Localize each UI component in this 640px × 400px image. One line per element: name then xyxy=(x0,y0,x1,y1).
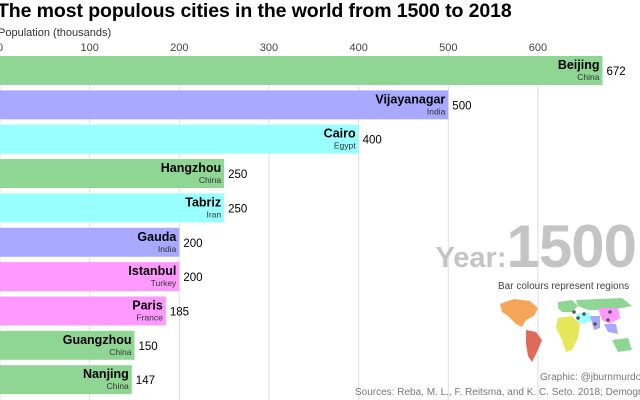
map-east-asia xyxy=(598,308,620,324)
bar-tabriz xyxy=(0,193,225,223)
source-note: Sources: Reba, M. L., F. Reitsma, and K.… xyxy=(355,387,640,398)
tick-label: 200 xyxy=(170,42,188,54)
bar-vijayanagar xyxy=(0,90,449,120)
bar-city-label: Nanjing xyxy=(83,367,129,381)
bar-country-label: France xyxy=(136,312,163,322)
bar-city-label: Cairo xyxy=(324,127,356,141)
bar-country-label: China xyxy=(199,175,221,185)
map-europe xyxy=(558,300,578,312)
bar-guangzhou xyxy=(0,330,135,360)
map-southeast-asia xyxy=(604,324,618,334)
year-display: Year:1500 xyxy=(435,212,637,281)
map-middle-east xyxy=(576,312,592,324)
tick-label: 100 xyxy=(80,42,98,54)
city-dot-tabriz xyxy=(582,312,586,316)
year-value: 1500 xyxy=(506,213,637,280)
bar-country-label: India xyxy=(427,106,446,116)
map-oceania xyxy=(612,338,632,352)
map-south-america xyxy=(526,330,542,362)
bar-city-label: Beijing xyxy=(558,58,600,72)
bar-value-label: 185 xyxy=(170,306,189,318)
bar-beijing xyxy=(0,56,603,85)
bar-hangzhou xyxy=(0,159,225,189)
bar-city-label: Guangzhou xyxy=(63,333,132,347)
tick-label: 400 xyxy=(349,42,367,54)
bar-city-label: Vijayanagar xyxy=(375,92,445,106)
city-dot-guangzhou xyxy=(606,318,610,322)
bar-nanjing xyxy=(0,365,132,395)
bar-country-label: Iran xyxy=(206,209,221,219)
axis-label: Population (thousands) xyxy=(0,27,112,39)
tick-label: 0 xyxy=(0,42,3,54)
bar-value-label: 400 xyxy=(363,135,382,147)
bar-value-label: 200 xyxy=(183,272,202,284)
graphic-credit: Graphic: @jburnmurdoch xyxy=(540,372,640,383)
bar-country-label: China xyxy=(109,347,131,357)
bar-value-label: 250 xyxy=(228,169,247,181)
bar-city-label: Tabriz xyxy=(185,195,221,209)
bar-country-label: Egypt xyxy=(334,141,356,151)
bar-cairo xyxy=(0,124,359,154)
bar-city-label: Istanbul xyxy=(128,264,176,278)
city-dot-istanbul xyxy=(572,310,576,314)
bar-country-label: Turkey xyxy=(151,278,177,288)
map-africa xyxy=(556,316,580,352)
bar-city-label: Gauda xyxy=(137,230,177,244)
bar-paris xyxy=(0,296,166,326)
bar-country-label: China xyxy=(577,72,599,82)
world-map-legend xyxy=(500,298,632,362)
bar-istanbul xyxy=(0,262,180,292)
year-label: Year: xyxy=(435,242,507,274)
tick-label: 300 xyxy=(260,42,278,54)
city-dot-vijayanagar xyxy=(593,322,597,326)
bar-value-label: 200 xyxy=(183,238,202,250)
city-dot-cairo xyxy=(576,316,580,320)
bar-gauda xyxy=(0,227,180,257)
map-north-america xyxy=(500,299,538,327)
chart-title: The most populous cities in the world fr… xyxy=(0,0,512,22)
bar-country-label: China xyxy=(107,381,129,391)
bar-value-label: 250 xyxy=(228,203,247,215)
bar-value-label: 150 xyxy=(138,341,157,353)
tick-label: 600 xyxy=(529,42,547,54)
bar-city-label: Hangzhou xyxy=(161,161,221,175)
map-russia xyxy=(576,298,632,310)
bar-country-label: India xyxy=(158,244,177,254)
bar-value-label: 500 xyxy=(452,100,471,112)
bar-value-label: 672 xyxy=(607,66,626,78)
legend-title: Bar colours represent regions xyxy=(498,281,630,292)
bar-city-label: Paris xyxy=(132,298,163,312)
bar-value-label: 147 xyxy=(136,375,155,387)
tick-label: 500 xyxy=(439,42,457,54)
city-dot-beijing xyxy=(608,310,612,314)
